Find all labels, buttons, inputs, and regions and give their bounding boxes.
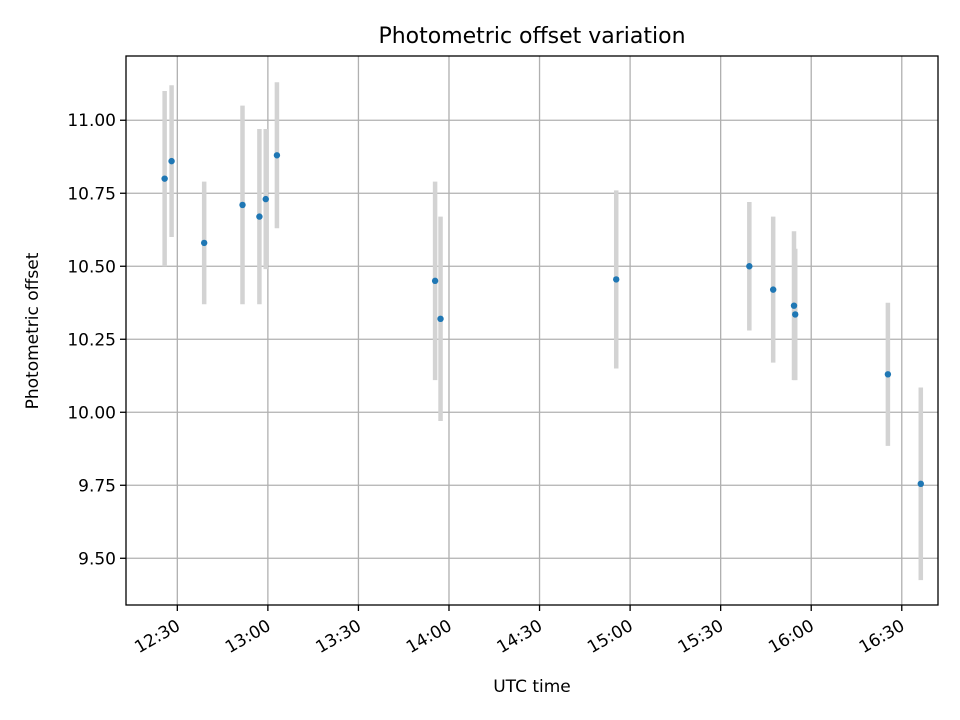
y-axis-label: Photometric offset <box>23 252 43 409</box>
y-tick-label: 10.75 <box>67 184 116 204</box>
y-tick-label: 10.25 <box>67 330 116 350</box>
y-axis-ticks: 9.50 9.75 10.00 10.25 10.50 10.75 11.00 <box>67 111 126 569</box>
x-tick-label: 16:30 <box>856 616 908 658</box>
data-point <box>431 277 439 285</box>
plot-frame <box>125 55 939 606</box>
chart-title: Photometric offset variation <box>378 24 685 49</box>
data-point <box>273 152 281 159</box>
x-tick-label: 14:30 <box>494 616 546 658</box>
data-point <box>437 315 444 323</box>
data-point <box>769 286 777 293</box>
data-point <box>256 213 263 220</box>
y-tick-label: 9.50 <box>78 549 116 569</box>
x-tick-label: 13:00 <box>222 616 274 658</box>
x-tick-label: 15:30 <box>675 616 727 658</box>
x-tick-label: 12:30 <box>131 616 183 658</box>
data-point <box>917 480 924 488</box>
data-point <box>884 371 892 378</box>
data-point <box>792 311 799 318</box>
x-tick-label: 16:00 <box>765 616 817 658</box>
data-point <box>613 276 620 283</box>
x-axis-label: UTC time <box>493 677 571 697</box>
y-tick-label: 11.00 <box>67 111 116 131</box>
data-point <box>262 195 269 203</box>
x-tick-label: 15:00 <box>584 616 636 658</box>
x-axis-ticks: 12:30 13:00 13:30 14:00 14:30 15:00 15:30 16:00… <box>131 605 908 658</box>
data-point <box>790 302 798 309</box>
data-points <box>161 152 924 488</box>
data-point <box>161 175 168 182</box>
y-tick-label: 9.75 <box>78 476 116 496</box>
data-point <box>239 201 246 209</box>
data-point <box>200 239 208 247</box>
grid <box>126 56 938 605</box>
x-tick-label: 13:30 <box>312 616 364 658</box>
data-point <box>746 263 753 270</box>
y-tick-label: 10.50 <box>67 257 116 277</box>
y-tick-label: 10.00 <box>67 403 116 423</box>
data-point <box>168 157 175 165</box>
x-tick-label: 14:00 <box>403 616 455 658</box>
